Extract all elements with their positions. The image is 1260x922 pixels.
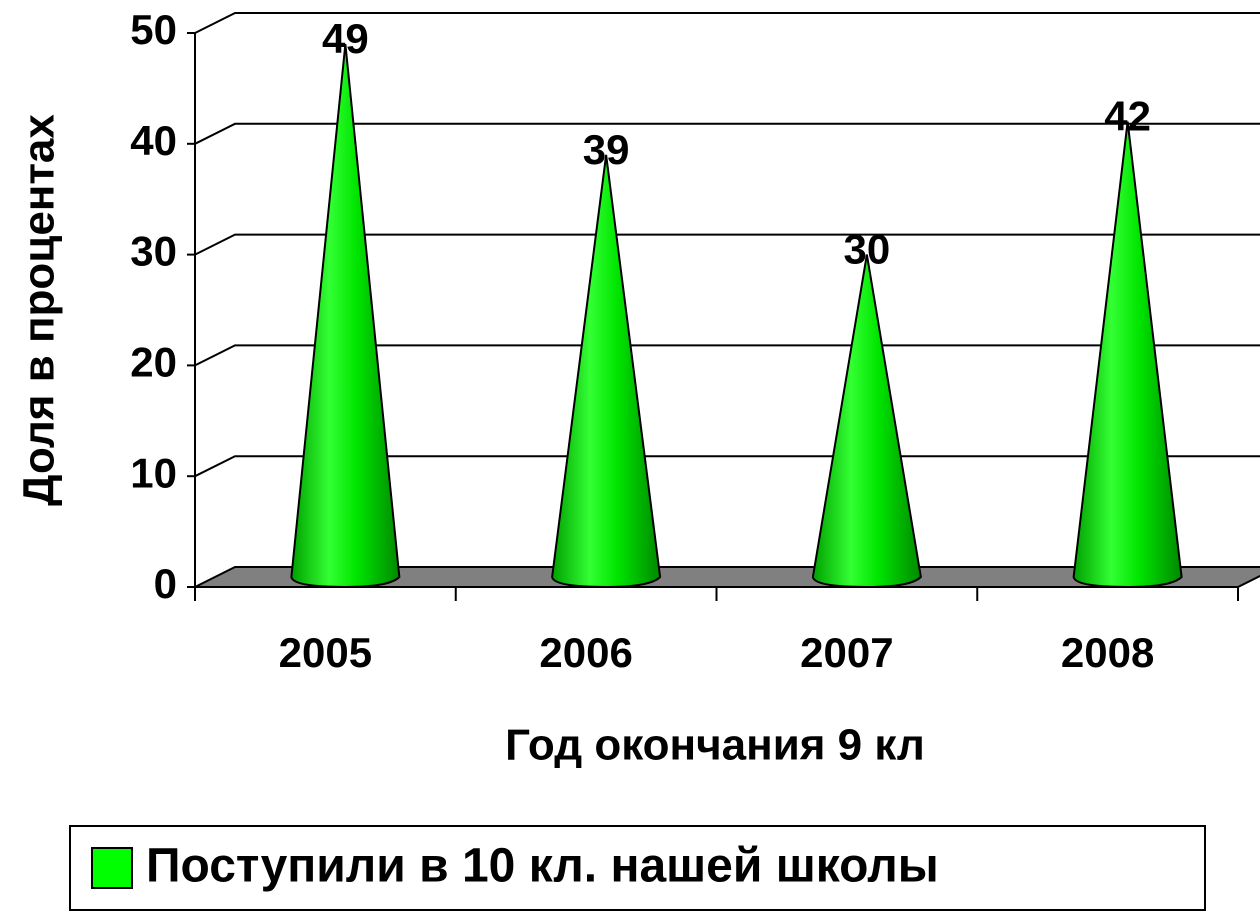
cone — [551, 154, 662, 589]
x-tick-label: 2008 — [1061, 629, 1154, 676]
legend-swatch — [91, 847, 133, 889]
y-tick-label: 30 — [130, 228, 177, 275]
cone — [290, 43, 401, 589]
y-axis-title: Доля в процентах — [15, 114, 64, 506]
y-tick-label: 20 — [130, 338, 177, 385]
legend-label: Поступили в 10 кл. нашей школы — [146, 840, 939, 893]
legend — [69, 825, 1206, 911]
grid-line — [194, 12, 1260, 34]
grid-line — [194, 344, 1260, 367]
data-label: 42 — [1104, 93, 1151, 140]
y-tick-label: 10 — [130, 449, 177, 496]
y-tick-label: 50 — [130, 6, 177, 53]
cone — [811, 254, 922, 589]
x-tick-label: 2005 — [279, 629, 372, 676]
data-label: 30 — [844, 226, 891, 273]
x-tick-label: 2006 — [539, 629, 632, 676]
grid-line — [194, 233, 1260, 256]
data-label: 49 — [322, 15, 369, 62]
y-tick-label: 40 — [130, 117, 177, 164]
grid-line — [194, 455, 1260, 478]
x-axis-title: Год окончания 9 кл — [505, 721, 925, 770]
y-tick-label: 0 — [154, 560, 177, 607]
data-label: 39 — [583, 126, 630, 173]
x-tick-label: 2007 — [800, 629, 893, 676]
grid-line — [194, 122, 1260, 145]
cone — [1072, 121, 1183, 589]
